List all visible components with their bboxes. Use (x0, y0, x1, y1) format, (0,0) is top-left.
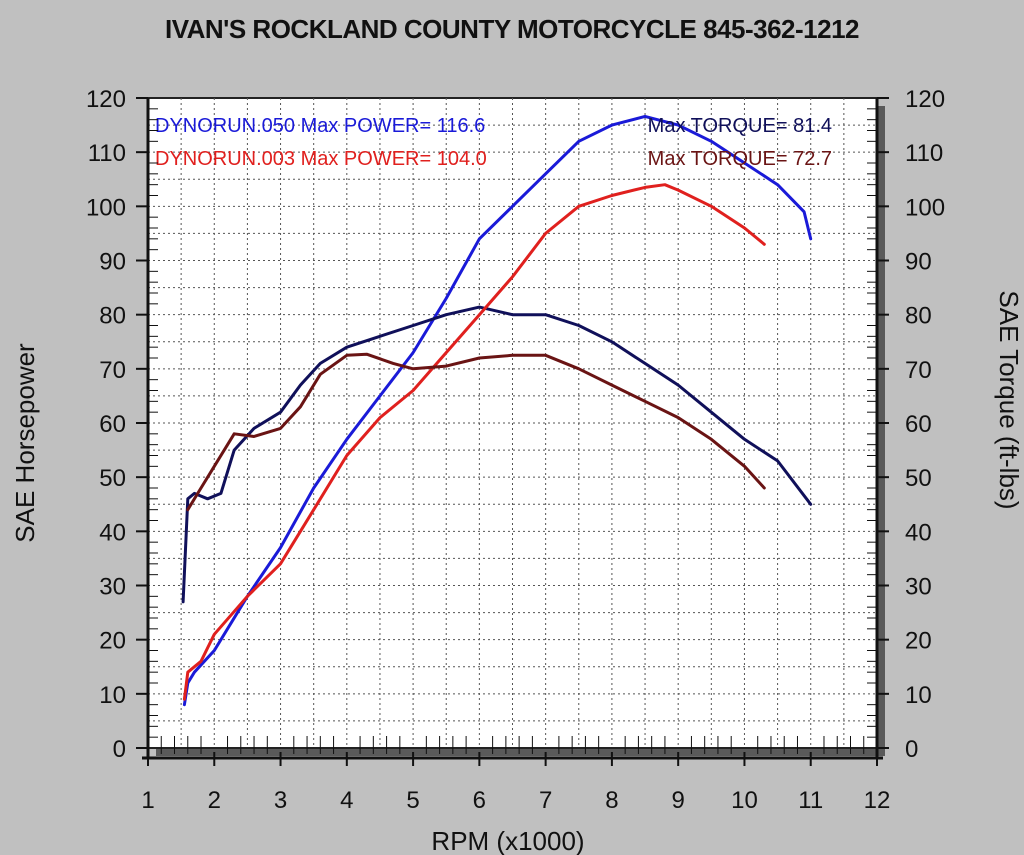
y-tick-label-left: 120 (86, 86, 126, 113)
x-axis-label: RPM (x1000) (431, 826, 584, 855)
annotation-text: Max TORQUE= 81.4 (648, 115, 832, 137)
y-tick-label-left: 10 (99, 682, 126, 709)
y-tick-label-right: 90 (905, 249, 932, 276)
x-tick-label: 4 (340, 787, 353, 814)
x-tick-label: 7 (539, 787, 552, 814)
y-tick-label-right: 60 (905, 411, 932, 438)
series-layer (181, 114, 813, 707)
y-tick-label-left: 70 (99, 357, 126, 384)
y-tick-label-right: 50 (905, 465, 932, 492)
series-line-1 (182, 114, 813, 707)
y-tick-label-left: 0 (113, 736, 126, 763)
x-tick-label: 5 (406, 787, 419, 814)
y-tick-label-right: 110 (905, 140, 943, 167)
y-tick-label-left: 50 (99, 465, 126, 492)
y-tick-label-left: 110 (88, 140, 126, 167)
x-tick-label: 10 (731, 787, 758, 814)
y-tick-label-right: 120 (905, 86, 945, 113)
x-tick-label: 6 (473, 787, 486, 814)
x-tick-label: 9 (672, 787, 685, 814)
x-tick-label: 3 (274, 787, 287, 814)
series-line-2 (181, 305, 813, 604)
y-tick-label-left: 60 (99, 411, 126, 438)
y-tick-label-left: 90 (99, 249, 126, 276)
annotation-layer: DYNORUN.050 Max POWER= 116.6 Max TORQUE= … (155, 115, 832, 170)
y-tick-label-right: 30 (905, 574, 932, 601)
y-axis-label-right: SAE Torque (ft-lbs) (994, 290, 1024, 509)
annotation-text: DYNORUN.050 Max POWER= 116.6 (155, 115, 485, 137)
chart-title: IVAN'S ROCKLAND COUNTY MOTORCYCLE 845-36… (165, 14, 859, 44)
y-tick-label-left: 30 (99, 574, 126, 601)
y-axis-label-left: SAE Horsepower (10, 343, 40, 543)
x-tick-label: 12 (864, 787, 891, 814)
y-tick-label-right: 20 (905, 628, 932, 655)
y-tick-label-right: 40 (905, 519, 932, 546)
annotation-text: DYNORUN.003 Max POWER= 104.0 (155, 148, 487, 170)
grid (148, 98, 877, 748)
y-tick-label-left: 100 (86, 194, 126, 221)
series-line-4 (186, 352, 766, 512)
y-tick-label-right: 70 (905, 357, 932, 384)
x-tick-label: 11 (798, 787, 823, 814)
x-tick-label: 8 (605, 787, 618, 814)
annotation-text: Max TORQUE= 72.7 (648, 148, 832, 170)
x-tick-label: 2 (208, 787, 221, 814)
series-line-3 (182, 183, 766, 701)
y-tick-label-left: 40 (99, 519, 126, 546)
y-tick-label-right: 10 (905, 682, 932, 709)
y-tick-label-right: 80 (905, 303, 932, 330)
y-tick-label-right: 100 (905, 194, 945, 221)
y-tick-label-right: 0 (905, 736, 918, 763)
y-tick-label-left: 20 (99, 628, 126, 655)
x-tick-label: 1 (141, 787, 154, 814)
y-tick-label-left: 80 (99, 303, 126, 330)
